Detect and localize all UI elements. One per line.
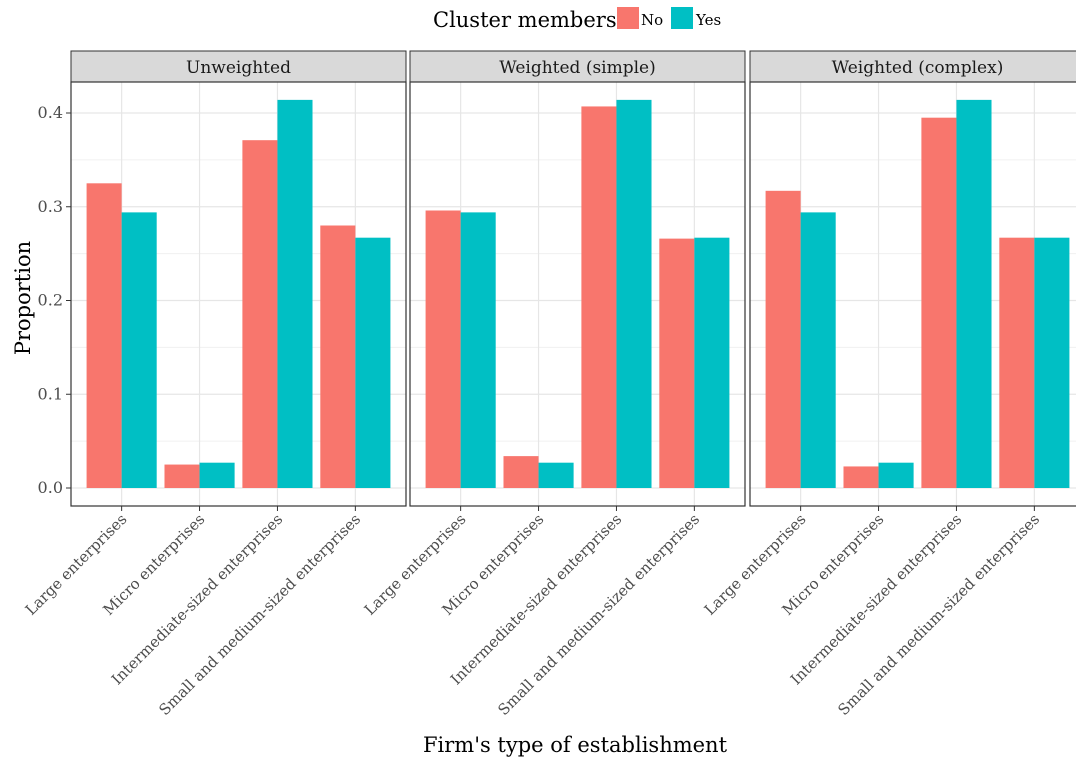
facet-panel: Weighted (simple)Large enterprisesMicro … bbox=[361, 50, 746, 719]
x-tick-label: Intermediate-sized enterprises bbox=[447, 510, 625, 688]
legend: Cluster members No Yes bbox=[433, 7, 721, 32]
x-tick-label: Intermediate-sized enterprises bbox=[108, 510, 286, 688]
panel-border bbox=[409, 81, 746, 507]
bar-no bbox=[765, 190, 801, 488]
bar-yes bbox=[616, 99, 652, 488]
bar-no bbox=[999, 237, 1035, 488]
bar-no bbox=[86, 183, 122, 488]
y-tick-label: 0.4 bbox=[38, 103, 63, 122]
y-tick-label: 0.2 bbox=[38, 291, 63, 310]
bar-yes bbox=[199, 462, 235, 488]
x-tick-label: Intermediate-sized enterprises bbox=[787, 510, 965, 688]
legend-label-yes: Yes bbox=[695, 11, 721, 29]
facet-title: Unweighted bbox=[186, 58, 291, 78]
y-tick-label: 0.1 bbox=[38, 384, 63, 403]
facet-title: Weighted (simple) bbox=[499, 58, 656, 78]
bar-no bbox=[425, 210, 461, 488]
bar-yes bbox=[878, 462, 914, 488]
legend-title: Cluster members bbox=[433, 8, 617, 32]
bar-no bbox=[581, 106, 617, 488]
facet-panel: Weighted (complex)Large enterprisesMicro… bbox=[701, 50, 1076, 719]
facet-strip bbox=[749, 50, 1076, 83]
legend-swatch-no bbox=[617, 7, 639, 29]
panel-border bbox=[749, 81, 1076, 507]
bar-no bbox=[843, 466, 879, 488]
y-tick-label: 0.3 bbox=[38, 197, 63, 216]
bar-yes bbox=[538, 462, 574, 488]
bar-no bbox=[242, 140, 278, 488]
y-axis-title: Proportion bbox=[11, 241, 35, 355]
bar-yes bbox=[1034, 237, 1070, 488]
legend-swatch-yes bbox=[671, 7, 693, 29]
y-axis: 0.0 0.1 0.2 0.3 0.4 bbox=[38, 103, 71, 497]
bar-no bbox=[503, 456, 539, 488]
facet-strip bbox=[70, 50, 407, 83]
y-tick-label: 0.0 bbox=[38, 478, 63, 497]
bar-yes bbox=[800, 212, 836, 488]
legend-label-no: No bbox=[641, 11, 663, 29]
bar-no bbox=[320, 225, 356, 488]
panel-border bbox=[70, 81, 407, 507]
bar-no bbox=[659, 238, 695, 488]
bar-yes bbox=[956, 99, 992, 488]
bar-no bbox=[164, 464, 200, 488]
bar-yes bbox=[121, 212, 157, 488]
bar-no bbox=[921, 117, 957, 488]
bar-yes bbox=[355, 237, 391, 488]
bar-yes bbox=[277, 99, 313, 488]
facet-title: Weighted (complex) bbox=[832, 58, 1004, 78]
bar-yes bbox=[694, 237, 730, 488]
bar-yes bbox=[460, 212, 496, 488]
x-axis-title: Firm's type of establishment bbox=[423, 733, 728, 757]
